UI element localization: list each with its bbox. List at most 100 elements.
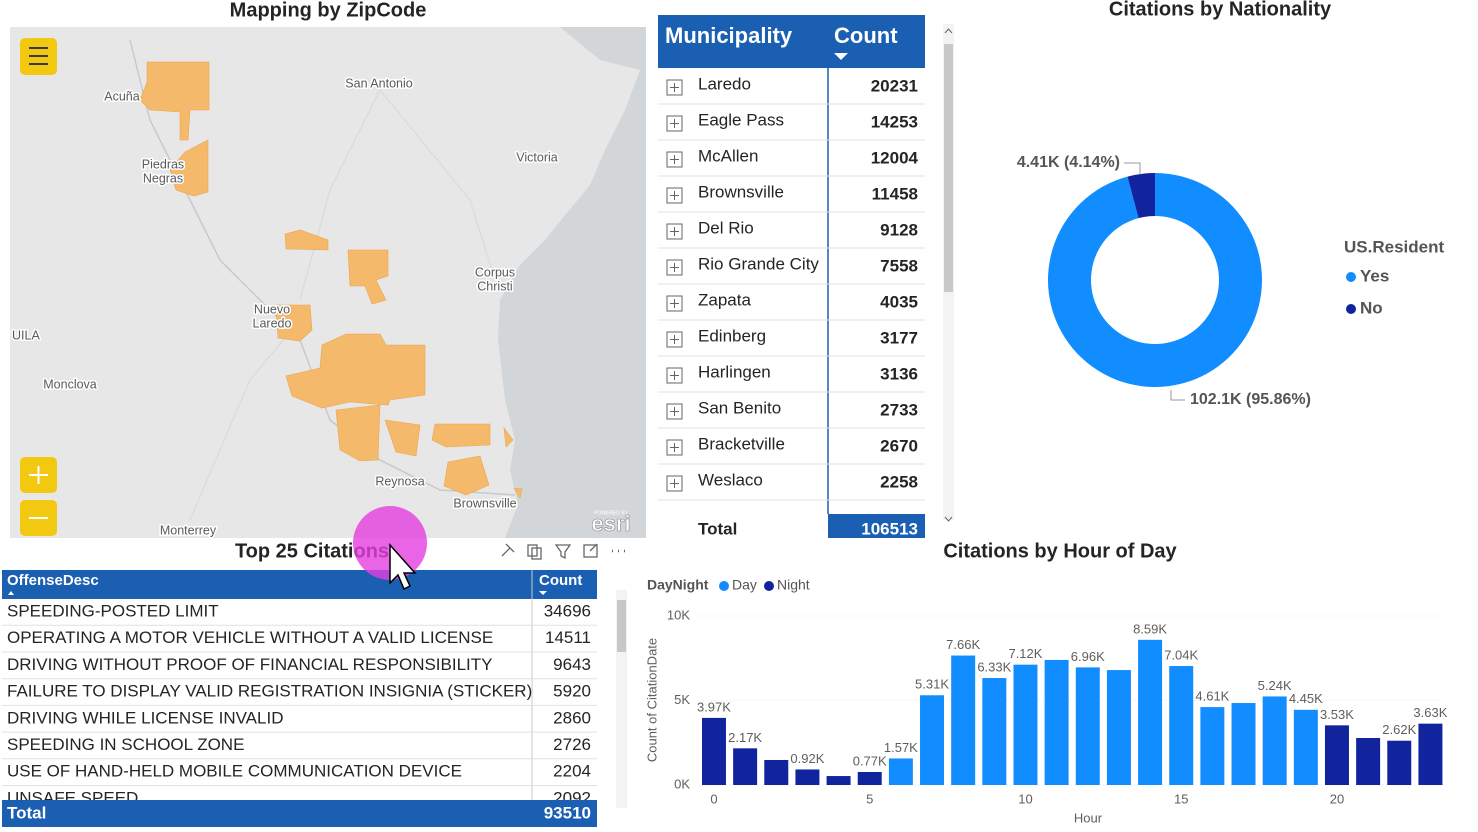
bar bbox=[857, 771, 882, 785]
expand-plus bbox=[670, 263, 679, 272]
municipality-count: 12004 bbox=[871, 148, 919, 167]
citations-table: Top 25 Citations OffenseDesc Count SPEEDING… bbox=[2, 540, 627, 827]
place-label: Acuña bbox=[104, 89, 139, 103]
municipality-name: Zapata bbox=[698, 290, 751, 309]
visual-toolbar[interactable] bbox=[501, 543, 625, 560]
municipality-name: Eagle Pass bbox=[698, 110, 784, 129]
donut-slice bbox=[1047, 173, 1262, 387]
place-label: Monclova bbox=[43, 377, 97, 391]
scroll-thumb[interactable] bbox=[617, 600, 626, 652]
bar bbox=[1013, 664, 1038, 785]
bar bbox=[1324, 725, 1349, 785]
legend-label: No bbox=[1360, 298, 1383, 317]
bar bbox=[951, 655, 976, 785]
place-label: San Antonio bbox=[345, 76, 412, 90]
bar bbox=[764, 759, 789, 785]
offense-count: 2204 bbox=[553, 762, 591, 781]
x-tick-label: 5 bbox=[866, 791, 873, 806]
y-tick-label: 10K bbox=[667, 607, 690, 622]
data-label: 4.45K bbox=[1289, 691, 1323, 706]
municipality-name: McAllen bbox=[698, 146, 758, 165]
offense-count: 34696 bbox=[544, 601, 591, 620]
municipality-name: Laredo bbox=[698, 74, 751, 93]
x-tick-label: 10 bbox=[1018, 791, 1032, 806]
municipality-name: Harlingen bbox=[698, 362, 771, 381]
data-label: 7.04K bbox=[1164, 647, 1198, 662]
x-axis-title: Hour bbox=[1074, 810, 1103, 825]
menu-icon bbox=[29, 47, 48, 65]
municipality-count: 3136 bbox=[880, 364, 918, 383]
expand-plus bbox=[670, 83, 679, 92]
expand-plus bbox=[670, 335, 679, 344]
map-road bbox=[189, 89, 496, 521]
data-label: 0.92K bbox=[790, 751, 824, 766]
data-label: 5.24K bbox=[1258, 678, 1292, 693]
offense: USE OF HAND-HELD MOBILE COMMUNICATION DE… bbox=[7, 762, 462, 781]
bar bbox=[826, 776, 851, 785]
data-label: 2.17K bbox=[728, 730, 762, 745]
municipality-count: 9128 bbox=[880, 220, 918, 239]
municipality-count: 7558 bbox=[880, 256, 918, 275]
data-label: 6.96K bbox=[1071, 649, 1105, 664]
y-axis-title: Count of CitationDate bbox=[644, 638, 659, 762]
data-label: 7.66K bbox=[946, 637, 980, 652]
scroll-thumb[interactable] bbox=[944, 44, 953, 292]
legend-title: DayNight bbox=[647, 577, 709, 593]
expand-plus bbox=[670, 371, 679, 380]
municipality-count: 2733 bbox=[880, 400, 918, 419]
offense: SPEEDING IN SCHOOL ZONE bbox=[7, 735, 244, 754]
map-title: Mapping by ZipCode bbox=[230, 0, 427, 21]
offense-count: 2860 bbox=[553, 708, 591, 727]
municipality-name: Brownsville bbox=[698, 182, 784, 201]
zip-areas bbox=[139, 61, 523, 499]
place-label: Laredo bbox=[253, 316, 292, 330]
zoom-in-icon bbox=[29, 466, 48, 484]
expand-plus bbox=[670, 407, 679, 416]
bar bbox=[1200, 707, 1225, 785]
place-label: Victoria bbox=[516, 150, 558, 164]
x-tick-label: 0 bbox=[710, 791, 717, 806]
data-label: 0.77K bbox=[853, 753, 887, 768]
bar bbox=[1418, 723, 1443, 785]
data-label: 3.97K bbox=[697, 699, 731, 714]
bar bbox=[1231, 703, 1256, 785]
offense: OPERATING A MOTOR VEHICLE WITHOUT A VALI… bbox=[7, 628, 493, 647]
municipality-count: 11458 bbox=[872, 184, 918, 203]
total-row bbox=[2, 800, 597, 827]
expand-plus bbox=[670, 479, 679, 488]
data-label: 1.57K bbox=[884, 740, 918, 755]
x-tick-label: 20 bbox=[1330, 791, 1344, 806]
scrollbar[interactable] bbox=[616, 590, 627, 808]
column-header: Municipality bbox=[665, 23, 793, 48]
table-header bbox=[2, 570, 597, 599]
donut-slice bbox=[1127, 173, 1155, 219]
scroll-arrows bbox=[944, 28, 953, 522]
place-label: Reynosa bbox=[375, 474, 424, 488]
municipality-count: 14253 bbox=[871, 112, 918, 131]
municipality-name: San Benito bbox=[698, 398, 781, 417]
bar bbox=[920, 695, 945, 785]
municipality-count: 20231 bbox=[871, 76, 918, 95]
total-label: Total bbox=[7, 803, 46, 822]
y-tick-label: 5K bbox=[674, 692, 690, 707]
data-label: 4.61K bbox=[1195, 689, 1229, 704]
data-label: 102.1K (95.86%) bbox=[1190, 391, 1311, 408]
legend-label: Yes bbox=[1360, 266, 1389, 285]
expand-plus bbox=[670, 227, 679, 236]
offense: FAILURE TO DISPLAY VALID REGISTRATION IN… bbox=[7, 682, 532, 701]
data-label: 6.33K bbox=[977, 659, 1011, 674]
chart-title: Citations by Nationality bbox=[1109, 0, 1332, 20]
bar bbox=[1356, 738, 1381, 785]
bar bbox=[1293, 709, 1318, 785]
bar bbox=[888, 758, 913, 785]
nationality-chart: Citations by Nationality 102.1K (95.86%) 4… bbox=[1017, 0, 1445, 408]
sort-arrow bbox=[834, 53, 848, 60]
table-title: Top 25 Citations bbox=[235, 540, 389, 562]
municipality-name: Bracketville bbox=[698, 434, 785, 453]
column-header: Count bbox=[539, 572, 582, 589]
offense-count: 9643 bbox=[553, 655, 591, 674]
total-count-cell bbox=[828, 514, 925, 538]
place-label: Nuevo bbox=[254, 302, 290, 316]
offense-count: 14511 bbox=[545, 628, 591, 647]
